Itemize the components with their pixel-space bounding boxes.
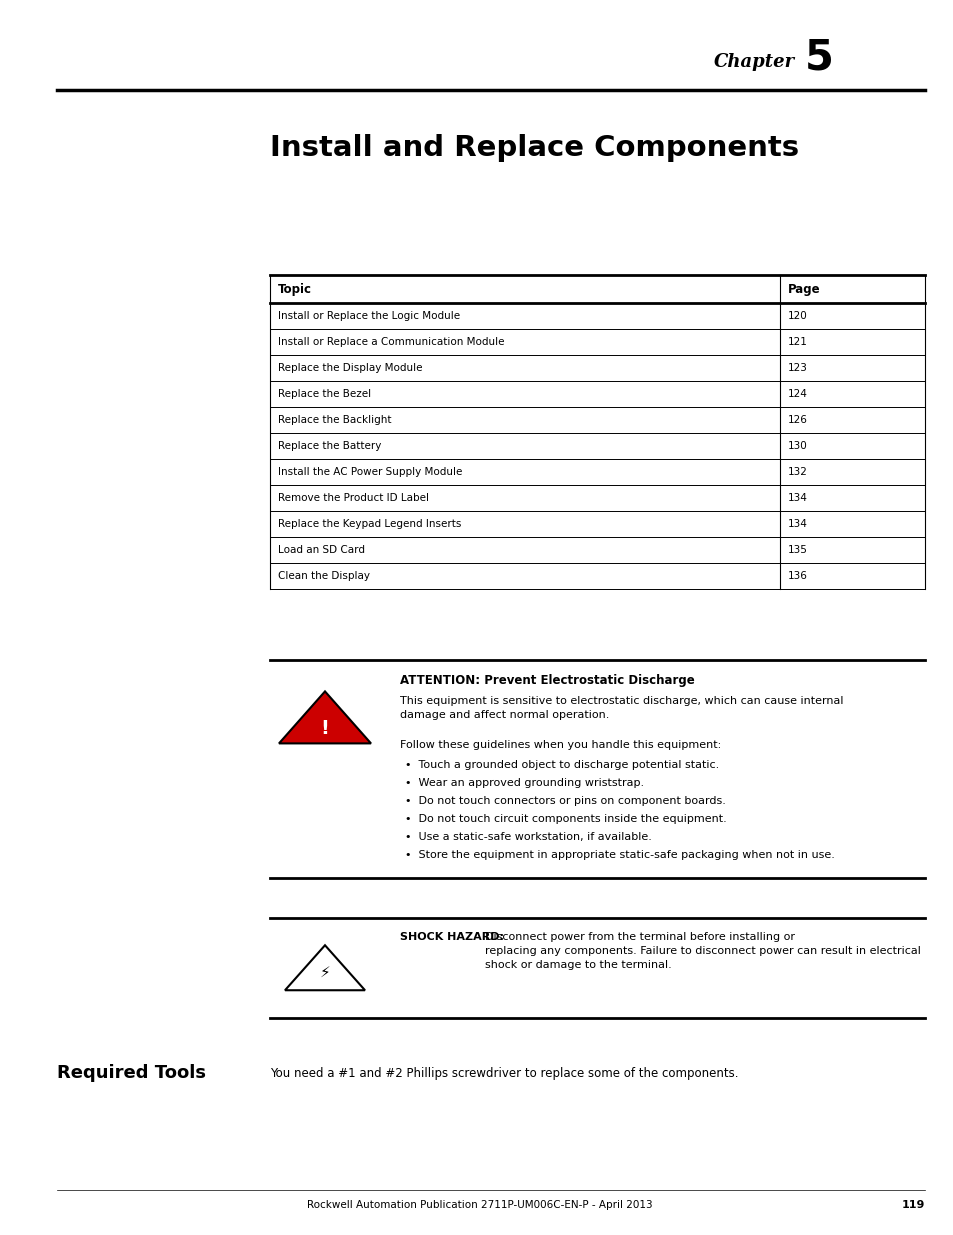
Text: Replace the Display Module: Replace the Display Module — [277, 363, 422, 373]
Text: You need a #1 and #2 Phillips screwdriver to replace some of the components.: You need a #1 and #2 Phillips screwdrive… — [270, 1067, 738, 1079]
Text: This equipment is sensitive to electrostatic discharge, which can cause internal: This equipment is sensitive to electrost… — [399, 697, 842, 720]
Text: •  Wear an approved grounding wriststrap.: • Wear an approved grounding wriststrap. — [405, 778, 643, 788]
Text: Replace the Bezel: Replace the Bezel — [277, 389, 371, 399]
Text: 119: 119 — [901, 1200, 924, 1210]
Text: Load an SD Card: Load an SD Card — [277, 545, 365, 555]
Text: •  Do not touch circuit components inside the equipment.: • Do not touch circuit components inside… — [405, 814, 726, 824]
Text: 134: 134 — [787, 519, 807, 529]
Text: SHOCK HAZARD:: SHOCK HAZARD: — [399, 932, 503, 942]
Text: 121: 121 — [787, 337, 807, 347]
Text: •  Use a static-safe workstation, if available.: • Use a static-safe workstation, if avai… — [405, 832, 651, 842]
Text: Install or Replace a Communication Module: Install or Replace a Communication Modul… — [277, 337, 504, 347]
Text: Install and Replace Components: Install and Replace Components — [270, 135, 799, 162]
Text: Install the AC Power Supply Module: Install the AC Power Supply Module — [277, 467, 462, 477]
Text: 123: 123 — [787, 363, 807, 373]
Text: 132: 132 — [787, 467, 807, 477]
Text: Page: Page — [787, 283, 820, 295]
Text: Chapter: Chapter — [713, 53, 794, 70]
Text: •  Touch a grounded object to discharge potential static.: • Touch a grounded object to discharge p… — [405, 760, 719, 769]
Text: 136: 136 — [787, 571, 807, 580]
Text: 5: 5 — [804, 37, 833, 79]
Text: Install or Replace the Logic Module: Install or Replace the Logic Module — [277, 311, 459, 321]
Text: Clean the Display: Clean the Display — [277, 571, 370, 580]
Text: •  Do not touch connectors or pins on component boards.: • Do not touch connectors or pins on com… — [405, 797, 725, 806]
Text: •  Store the equipment in appropriate static-safe packaging when not in use.: • Store the equipment in appropriate sta… — [405, 850, 834, 860]
Text: 120: 120 — [787, 311, 807, 321]
Text: ⚡: ⚡ — [319, 965, 330, 979]
Text: ATTENTION: Prevent Electrostatic Discharge: ATTENTION: Prevent Electrostatic Dischar… — [399, 674, 694, 687]
Polygon shape — [278, 692, 371, 743]
Text: 124: 124 — [787, 389, 807, 399]
Text: Replace the Keypad Legend Inserts: Replace the Keypad Legend Inserts — [277, 519, 461, 529]
Text: Rockwell Automation Publication 2711P-UM006C-EN-P - April 2013: Rockwell Automation Publication 2711P-UM… — [307, 1200, 652, 1210]
Text: 126: 126 — [787, 415, 807, 425]
Text: Replace the Backlight: Replace the Backlight — [277, 415, 391, 425]
Text: 130: 130 — [787, 441, 807, 451]
Text: !: ! — [320, 719, 329, 737]
Text: Replace the Battery: Replace the Battery — [277, 441, 381, 451]
Text: 135: 135 — [787, 545, 807, 555]
Text: Disconnect power from the terminal before installing or
replacing any components: Disconnect power from the terminal befor… — [484, 932, 920, 969]
Text: Required Tools: Required Tools — [57, 1065, 206, 1082]
Polygon shape — [285, 945, 365, 990]
Text: Topic: Topic — [277, 283, 312, 295]
Text: Remove the Product ID Label: Remove the Product ID Label — [277, 493, 429, 503]
Text: 134: 134 — [787, 493, 807, 503]
Text: Follow these guidelines when you handle this equipment:: Follow these guidelines when you handle … — [399, 740, 720, 750]
